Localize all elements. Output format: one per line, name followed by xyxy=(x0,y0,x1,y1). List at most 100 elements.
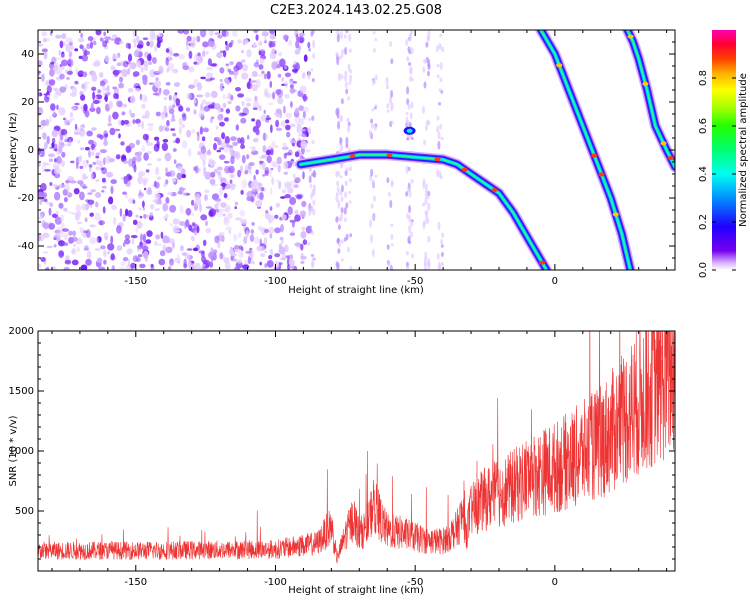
noise-speckle xyxy=(308,175,312,184)
noise-speckle xyxy=(295,40,300,49)
x-tick-label: 0 xyxy=(552,577,558,588)
noise-speckle xyxy=(370,122,374,130)
noise-speckle xyxy=(79,191,85,201)
noise-speckle xyxy=(120,260,127,267)
noise-speckle xyxy=(206,67,213,71)
noise-speckle xyxy=(173,53,180,57)
noise-speckle xyxy=(427,58,431,68)
noise-speckle xyxy=(441,232,445,238)
noise-speckle xyxy=(269,42,276,48)
noise-speckle xyxy=(206,50,209,55)
noise-speckle xyxy=(112,217,117,226)
noise-speckle xyxy=(40,119,47,127)
noise-speckle xyxy=(38,147,42,156)
noise-speckle xyxy=(272,91,276,100)
noise-speckle xyxy=(60,141,65,148)
noise-speckle xyxy=(219,121,225,127)
noise-speckle xyxy=(372,78,375,86)
noise-speckle xyxy=(63,197,68,203)
noise-speckle xyxy=(103,130,108,139)
noise-speckle xyxy=(231,183,234,186)
noise-speckle xyxy=(64,259,72,265)
noise-speckle xyxy=(103,31,107,36)
noise-speckle xyxy=(217,34,223,39)
noise-speckle xyxy=(312,39,316,49)
noise-speckle xyxy=(340,30,343,40)
noise-speckle xyxy=(294,242,302,247)
noise-speckle xyxy=(127,210,133,217)
noise-speckle xyxy=(411,253,414,259)
noise-speckle xyxy=(408,214,412,223)
noise-speckle xyxy=(178,105,184,112)
noise-speckle xyxy=(438,102,442,106)
noise-speckle xyxy=(86,130,93,137)
noise-speckle xyxy=(232,141,238,146)
noise-speckle xyxy=(236,258,243,264)
noise-speckle xyxy=(142,207,146,211)
noise-speckle xyxy=(95,179,100,182)
noise-speckle xyxy=(340,239,344,244)
noise-speckle xyxy=(143,63,148,72)
noise-speckle xyxy=(216,166,223,171)
noise-speckle xyxy=(439,123,443,130)
x-tick-label: 0 xyxy=(552,276,558,287)
noise-speckle xyxy=(39,213,43,218)
noise-speckle xyxy=(347,124,351,133)
noise-speckle xyxy=(38,70,42,74)
noise-speckle xyxy=(92,99,100,105)
noise-speckle xyxy=(225,40,228,46)
noise-speckle xyxy=(277,165,281,173)
noise-speckle xyxy=(260,114,268,122)
noise-speckle xyxy=(119,208,123,217)
noise-speckle xyxy=(280,257,287,261)
noise-speckle xyxy=(205,227,212,234)
noise-speckle xyxy=(230,94,234,101)
noise-speckle xyxy=(210,63,217,67)
noise-speckle xyxy=(141,120,145,130)
noise-speckle xyxy=(165,179,169,185)
noise-speckle xyxy=(283,161,289,170)
noise-speckle xyxy=(268,255,273,260)
noise-speckle xyxy=(228,229,232,234)
noise-speckle xyxy=(370,203,374,209)
noise-speckle xyxy=(81,203,87,211)
noise-speckle xyxy=(128,109,132,115)
noise-speckle xyxy=(221,132,226,140)
noise-speckle xyxy=(49,182,53,186)
noise-speckle xyxy=(410,179,414,184)
noise-speckle xyxy=(390,234,394,240)
noise-speckle xyxy=(74,123,78,130)
noise-speckle xyxy=(409,75,413,82)
noise-speckle xyxy=(43,52,48,60)
noise-speckle xyxy=(122,191,127,195)
noise-speckle xyxy=(293,184,299,189)
noise-speckle xyxy=(289,101,293,108)
noise-speckle xyxy=(258,64,264,70)
noise-speckle xyxy=(87,192,93,195)
noise-speckle xyxy=(50,103,56,111)
noise-speckle xyxy=(408,205,412,214)
noise-speckle xyxy=(335,216,339,223)
noise-speckle xyxy=(299,32,305,37)
noise-speckle xyxy=(160,113,166,119)
noise-speckle xyxy=(199,203,202,212)
noise-speckle xyxy=(309,207,313,212)
noise-speckle xyxy=(138,207,142,211)
noise-speckle xyxy=(440,136,444,141)
noise-speckle xyxy=(147,53,152,62)
noise-speckle xyxy=(91,172,94,180)
noise-speckle xyxy=(68,119,73,123)
noise-speckle xyxy=(103,140,108,147)
noise-speckle xyxy=(259,261,263,266)
noise-speckle xyxy=(347,246,350,253)
noise-speckle xyxy=(54,216,62,225)
noise-speckle xyxy=(219,252,224,260)
noise-speckle xyxy=(116,100,123,108)
noise-speckle xyxy=(216,52,223,59)
noise-speckle xyxy=(137,151,143,156)
noise-speckle xyxy=(202,172,206,176)
noise-speckle xyxy=(233,233,238,242)
noise-speckle xyxy=(335,170,339,178)
noise-speckle xyxy=(251,150,259,155)
noise-speckle xyxy=(336,238,340,245)
